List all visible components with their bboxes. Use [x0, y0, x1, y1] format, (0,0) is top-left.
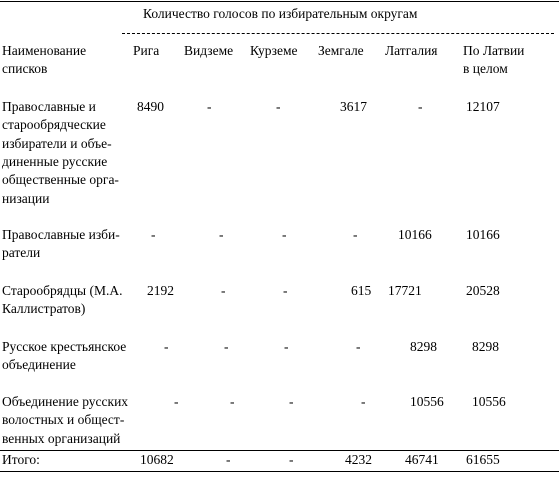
cell: 10166: [398, 227, 432, 242]
cell: -: [174, 394, 179, 409]
cell: -: [164, 339, 169, 354]
cell: -: [356, 339, 361, 354]
cell: 615: [351, 283, 372, 298]
row-label: общественные орга-: [2, 172, 119, 188]
total-cell: 10682: [140, 452, 174, 467]
row-label: диненные русские: [2, 153, 108, 169]
group-title: Количество голосов по избирательным окру…: [143, 6, 418, 21]
row-label: старообрядческие: [2, 117, 106, 133]
header-label: списков: [2, 61, 48, 77]
cell: 8490: [137, 99, 164, 114]
cell: 8298: [410, 339, 437, 354]
column-header: Рига: [133, 43, 160, 58]
row-label: Каллистратов): [2, 301, 86, 317]
column-header: Курземе: [250, 43, 298, 58]
cell: -: [224, 339, 229, 354]
row-label: Русское крестьянское: [2, 339, 127, 354]
top-rule: [0, 1, 559, 2]
cell: -: [276, 99, 281, 114]
column-header: в целом: [463, 61, 508, 77]
row-label: волостных и общест-: [2, 412, 125, 428]
row-label: Православные изби-: [2, 227, 120, 242]
total-label: Итого:: [2, 452, 40, 467]
cell: 10166: [466, 227, 500, 242]
cell: 10556: [410, 394, 444, 409]
cell: -: [283, 283, 288, 298]
total-rule: [0, 450, 559, 451]
cell: 2192: [147, 283, 174, 298]
cell: 3617: [340, 99, 367, 114]
column-header: По Латвии: [463, 43, 525, 58]
total-cell: 46741: [405, 452, 439, 467]
total-cell: -: [226, 452, 231, 467]
row-label: Православные и: [2, 99, 96, 114]
cell: -: [151, 227, 156, 242]
cell: 20528: [466, 283, 500, 298]
column-header: Земгале: [318, 43, 364, 58]
cell: -: [207, 99, 212, 114]
header-label: Наименование: [2, 43, 87, 58]
row-label: венных организаций: [2, 430, 121, 446]
cell: -: [282, 227, 287, 242]
cell: -: [230, 394, 235, 409]
row-label: низации: [2, 190, 50, 206]
total-cell: 61655: [466, 452, 500, 467]
cell: 12107: [466, 99, 500, 114]
row-label: Старообрядцы (М.А.: [2, 283, 123, 298]
row-label: объединение: [2, 357, 76, 373]
cell: -: [353, 227, 358, 242]
total-cell: 4232: [345, 452, 372, 467]
column-header: Латгалия: [385, 43, 438, 58]
cell: -: [284, 339, 289, 354]
cell: -: [219, 227, 224, 242]
row-label: ратели: [2, 245, 41, 261]
cell: 10556: [472, 394, 506, 409]
cell: -: [221, 283, 226, 298]
total-cell: -: [289, 452, 294, 467]
row-label: избиратели и объе-: [2, 135, 112, 151]
cell: -: [418, 99, 423, 114]
cell: -: [289, 394, 294, 409]
cell: 17721: [388, 283, 422, 298]
row-label: Объединение русских: [2, 394, 129, 409]
cell: -: [361, 394, 366, 409]
column-header: Видземе: [184, 43, 234, 58]
cell: 8298: [472, 339, 499, 354]
group-rule: [122, 33, 554, 34]
bottom-rule: [0, 471, 559, 472]
